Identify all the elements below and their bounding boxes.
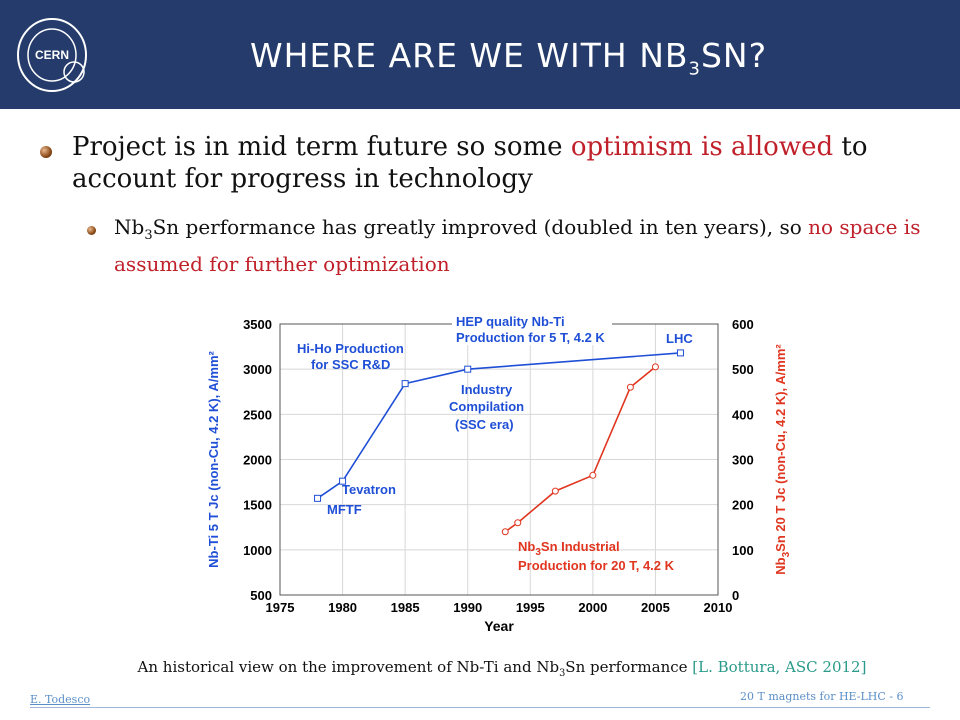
y-left-tick-label: 500 [250,588,272,603]
x-tick-label: 2010 [704,600,733,615]
bullet2-highlight: no space is assumed for further optimiza… [114,215,921,276]
footer-rule [30,707,930,708]
bullet-icon [40,146,52,158]
caption-sub: 3 [559,668,566,679]
jc-history-chart: 1975 1980 1985 1990 1995 2000 2005 201050010001… [206,313,792,634]
nb3sn-data-point [626,383,634,391]
x-tick-label: 1980 [328,600,357,615]
y-left-tick-label: 2500 [243,407,272,422]
bullet-sub: Nb3Sn performance has greatly improved (… [114,213,944,278]
annotation-industry: Industry [461,382,513,397]
slide-header: CERN WHERE ARE WE WITH NB3SN? [0,0,960,109]
x-tick-label: 1990 [453,600,482,615]
nb3sn-series-line [504,366,656,533]
y-right-tick-label: 300 [732,453,754,468]
y-left-tick-label: 3000 [243,362,272,377]
y-right-tick-label: 200 [732,498,754,513]
nbti-data-point [464,365,472,373]
annotation-hep: Production for 5 T, 4.2 K [456,330,605,345]
y-left-tick-label: 3500 [243,317,272,332]
figure-caption: An historical view on the improvement of… [0,658,960,679]
x-tick-label: 2005 [641,600,670,615]
x-tick-label: 2000 [578,600,607,615]
caption-text-end: Sn performance [565,658,693,676]
y-left-axis-label: Nb-Ti 5 T Jc (non-Cu, 4.2 K), A/mm² [206,350,221,567]
logo-text: CERN [35,48,69,62]
nb3sn-data-point [651,363,659,371]
nb3sn-data-point [551,487,559,495]
y-right-tick-label: 100 [732,543,754,558]
y-right-tick-label: 600 [732,317,754,332]
title-prefix: WHERE ARE WE WITH NB [250,36,689,75]
annotation-mftf: MFTF [327,502,362,517]
bullet-main: Project is in mid term future so some op… [72,131,952,195]
label-layer: 1975 1980 1985 1990 1995 2000 2005 201050010001… [206,313,792,634]
nbti-data-point [314,494,322,502]
nb3sn-data-point [501,528,509,536]
bullet1-text: Project is in mid term future so some [72,132,571,162]
annotation-hiho: Hi-Ho Production [297,341,404,356]
bullet2-sub: 3 [144,228,153,243]
annotation-industry: (SSC era) [455,417,514,432]
caption-citation: [L. Bottura, ASC 2012] [692,658,867,676]
title-suffix: SN? [700,36,768,75]
y-right-axis-label: Nb3Sn 20 T Jc (non-Cu, 4.2 K), A/mm² [773,344,792,575]
footer-page: 20 T magnets for HE-LHC - 6 [740,690,904,703]
x-tick-label: 1995 [516,600,545,615]
y-left-tick-label: 1500 [243,498,272,513]
sub-bullet-icon [87,226,96,235]
y-left-tick-label: 2000 [243,453,272,468]
slide-title: WHERE ARE WE WITH NB3SN? [250,36,950,78]
annotation-nb3sn: Production for 20 T, 4.2 K [518,558,675,573]
y-left-tick-label: 1000 [243,543,272,558]
title-sub: 3 [688,58,701,80]
series-layer [314,349,684,536]
nb3sn-data-point [589,471,597,479]
caption-text: An historical view on the improvement of… [137,658,560,676]
x-tick-label: 1985 [391,600,420,615]
annotation-hep-backdrop [452,313,612,345]
x-tick-label: 1975 [266,600,295,615]
nbti-data-point [401,380,409,388]
y-right-tick-label: 500 [732,362,754,377]
bullet1-text-end: to account for progress in technology [72,132,868,194]
nbti-data-point [339,477,347,485]
cern-logo: CERN [17,18,87,92]
annotation-hiho: for SSC R&D [311,357,390,372]
annotation-tevatron: Tevatron [342,482,396,497]
annotation-nb3sn: Nb3Sn Industrial [518,539,620,558]
bullet2-text: Sn performance has greatly improved (dou… [152,215,809,239]
y-right-tick-label: 400 [732,407,754,422]
annotation-hep: HEP quality Nb-Ti [456,314,565,329]
x-axis-label: Year [484,618,514,634]
nb3sn-data-point [514,519,522,527]
annotation-industry: Compilation [449,399,524,414]
bullet1-highlight: optimism is allowed [570,132,834,162]
annotation-lhc: LHC [666,331,693,346]
y-right-tick-label: 0 [732,588,739,603]
bullet2-nb: Nb [114,215,145,239]
footer-author[interactable]: E. Todesco [30,693,91,706]
nbti-data-point [676,349,684,357]
